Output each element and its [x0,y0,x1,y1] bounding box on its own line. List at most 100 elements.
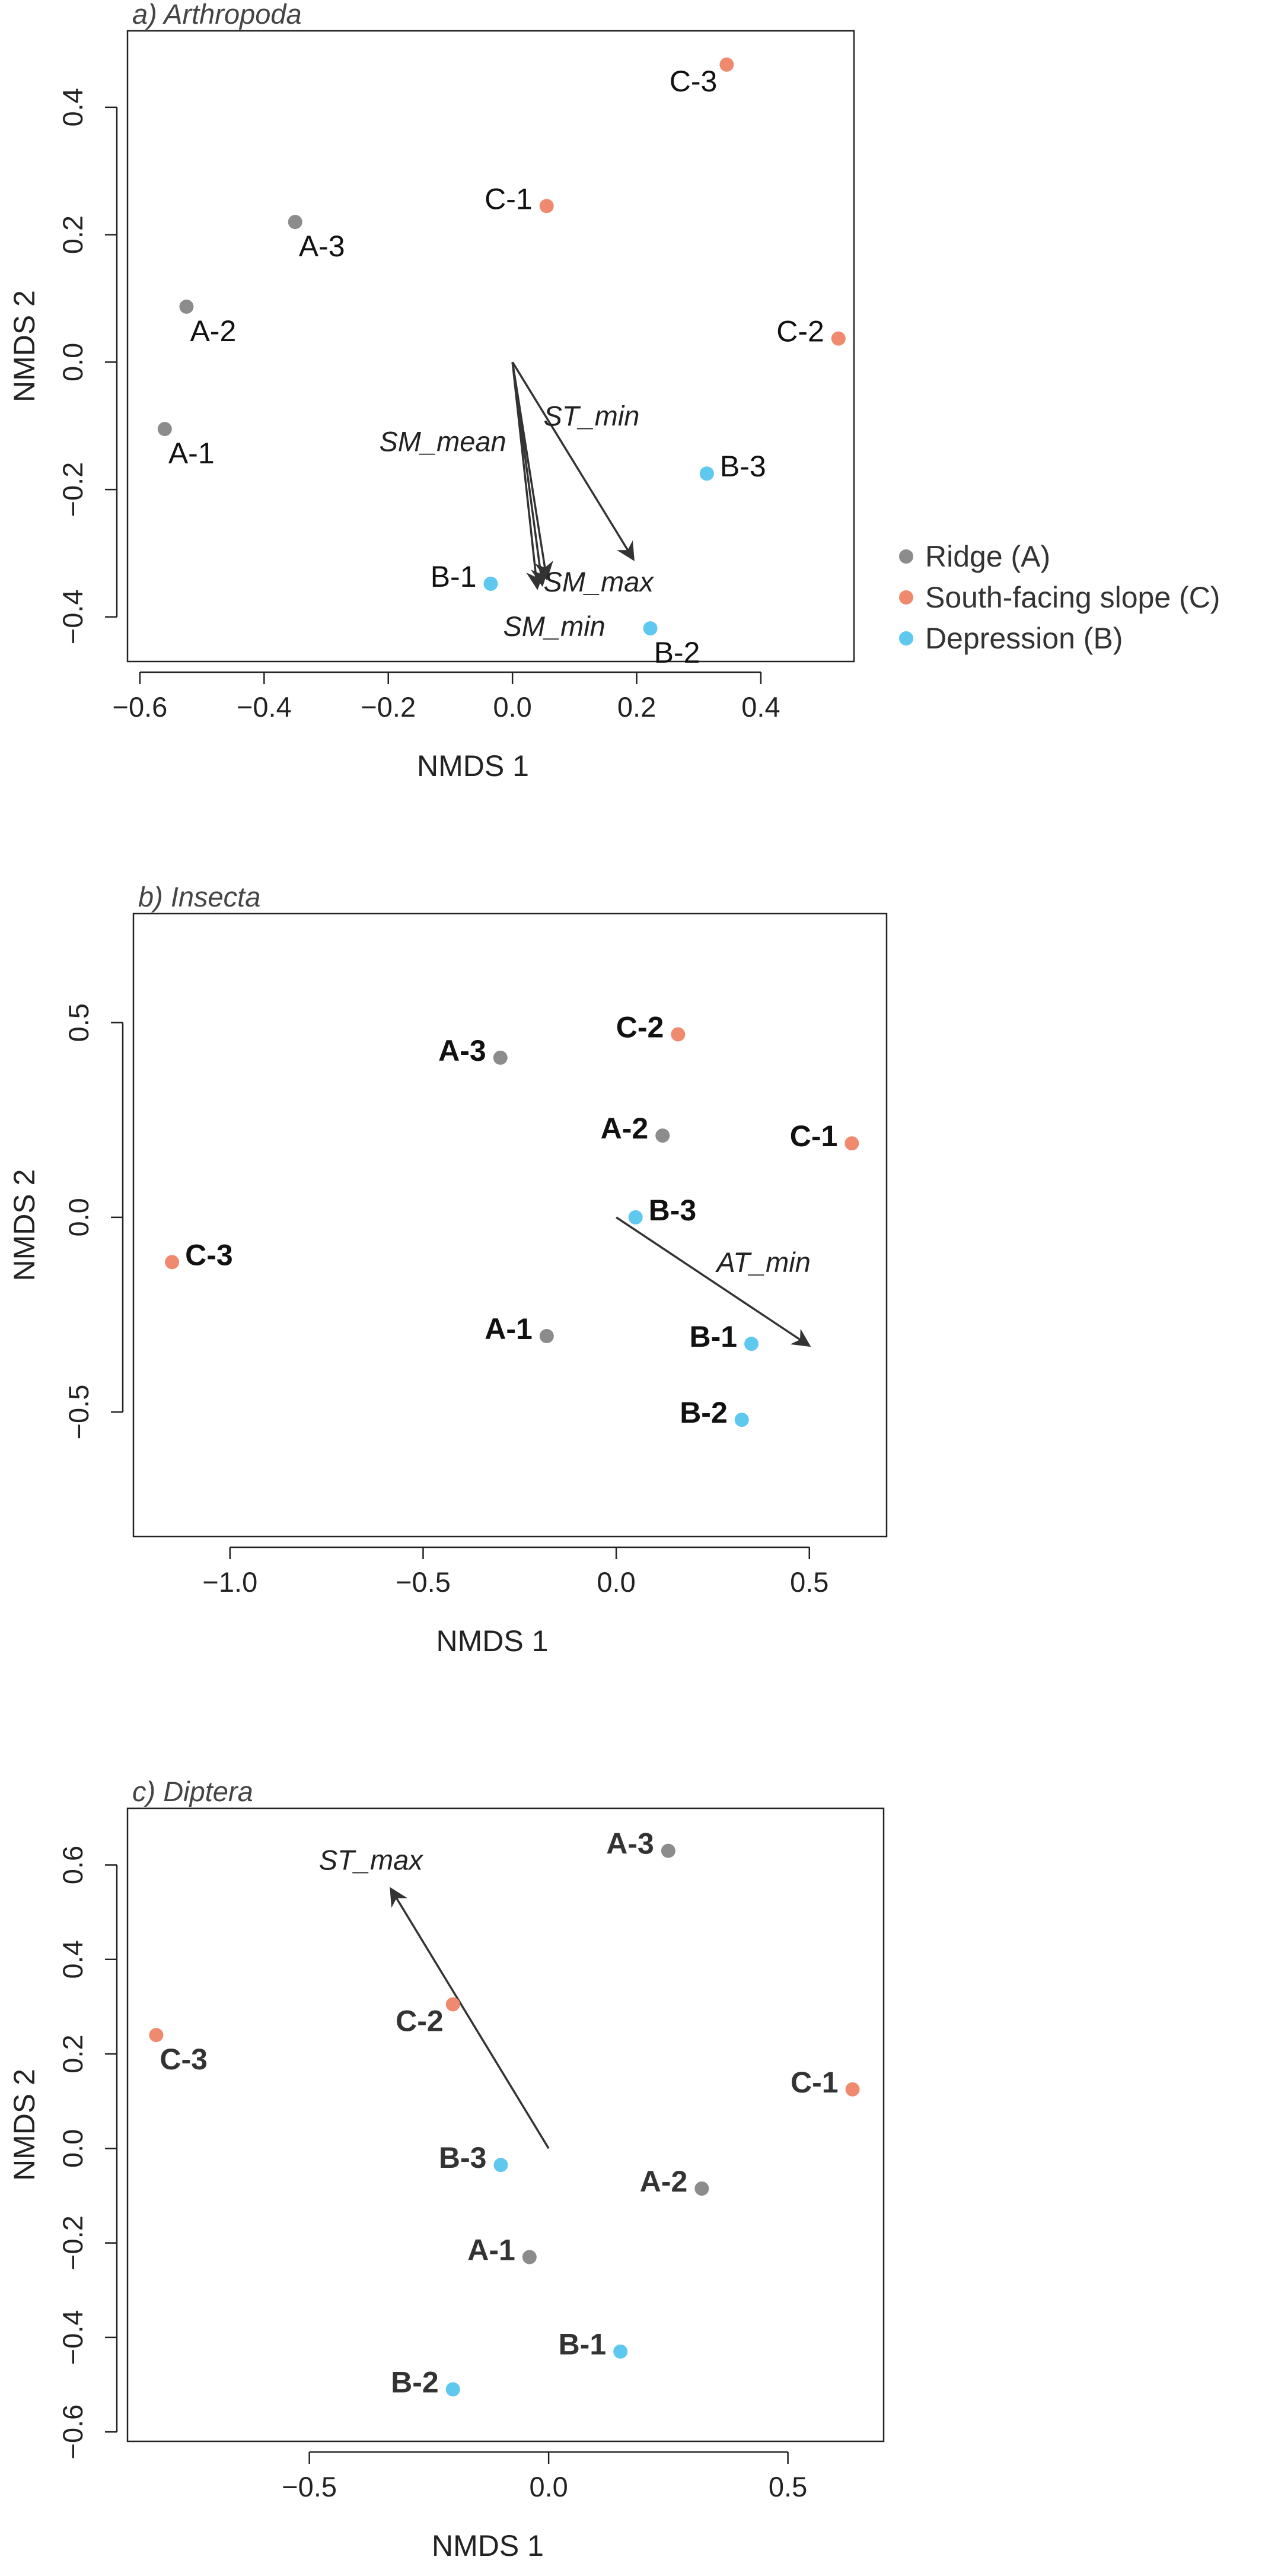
x-tick-label: 0.0 [493,691,531,723]
site-label: C-2 [396,2004,444,2037]
legend-label: Depression (B) [925,622,1123,655]
site-point [734,1413,749,1427]
plot-frame [126,1807,885,2443]
vector-label: ST_max [319,1844,423,1876]
vector-arrow [390,1887,550,2149]
site-label: C-1 [791,2066,839,2099]
y-tick-label: 0.0 [63,1198,94,1236]
x-tick-label: 0.2 [617,691,656,723]
site-point [149,2028,164,2043]
site-point [844,1136,859,1151]
vector-arrow [616,1216,811,1347]
site-label: C-2 [616,1010,664,1044]
site-label: B-3 [649,1194,697,1227]
y-tick-label: 0.4 [57,88,88,126]
site-point [539,1329,554,1344]
site-point [445,2382,460,2397]
site-point [831,331,846,346]
site-point [539,199,554,214]
site-label: C-1 [790,1120,838,1153]
site-point [845,2082,860,2097]
site-label: A-3 [606,1827,654,1861]
x-axis-label: NMDS 1 [417,749,529,783]
legend-label: Ridge (A) [925,540,1050,573]
site-point [522,2250,537,2265]
site-point [493,1050,508,1065]
site-point [179,299,194,314]
site-label: A-1 [485,1312,533,1346]
vector-arrow [511,361,635,561]
y-axis-label: NMDS 2 [8,2069,41,2181]
y-tick-label: −0.4 [57,589,88,644]
site-point [671,1027,686,1042]
x-tick-label: 0.0 [597,1566,635,1598]
site-label: C-3 [185,1238,233,1271]
y-tick-label: −0.6 [57,2405,88,2460]
y-tick-label: 0.0 [57,343,88,381]
panel-title: b) Insecta [138,881,260,912]
x-tick-label: −0.4 [237,691,292,723]
site-label: B-1 [431,560,477,593]
site-point [643,621,658,636]
site-label: B-2 [654,636,700,669]
x-tick-label: 0.0 [529,2471,568,2502]
x-axis-label: NMDS 1 [432,2529,544,2562]
site-point [628,1210,643,1225]
x-tick-label: −0.2 [361,691,416,723]
y-tick-label: −0.5 [63,1385,94,1440]
vector-label: SM_min [503,610,605,642]
y-tick-label: −0.2 [57,2215,88,2270]
site-point [613,2344,628,2359]
site-label: B-2 [391,2365,439,2399]
y-tick-label: 0.6 [57,1846,88,1884]
site-point [165,1255,180,1270]
vector-label: AT_min [715,1246,810,1278]
panel-2: b) Insecta −1.0 −0.5 0.0 0.5 NMDS 1 −0.5 0.0 0.5… [8,881,888,1658]
vector-label: SM_mean [379,426,506,457]
site-label: B-3 [720,450,766,483]
y-tick-label: 0.2 [57,2034,88,2073]
legend-label: South-facing slope (C) [925,581,1220,614]
y-axis-label: NMDS 2 [8,290,41,402]
legend-swatch [899,549,913,564]
site-label: A-1 [168,437,215,470]
site-label: B-1 [559,2328,607,2361]
site-point [157,422,172,437]
site-label: A-3 [438,1034,486,1067]
site-label: B-3 [439,2141,487,2174]
site-label: A-3 [299,230,345,263]
site-point [744,1337,759,1351]
legend-swatch [899,590,913,605]
plot-frame [132,912,888,1538]
legend: Ridge (A) South-facing slope (C) Depressio… [899,540,1220,655]
panel-title: a) Arthropoda [132,0,302,30]
site-label: A-1 [467,2233,515,2266]
y-tick-label: 0.4 [57,1940,88,1979]
site-point [699,466,714,481]
vector-label: ST_min [543,400,639,432]
legend-swatch [899,631,913,645]
vector-arrow [511,362,550,587]
site-point [288,215,302,230]
site-label: C-3 [670,65,718,98]
y-tick-label: 0.2 [57,215,88,254]
panel-3: c) Diptera −0.5 0.0 0.5 NMDS 1 −0.6 −0.4 −0.2 0.… [8,1776,885,2562]
y-tick-label: 0.0 [57,2129,88,2168]
x-tick-label: −0.5 [396,1566,451,1598]
site-point [661,1843,675,1858]
site-label: B-1 [689,1320,737,1353]
x-tick-label: −1.0 [202,1566,257,1598]
y-tick-label: 0.5 [63,1003,94,1042]
x-tick-label: 0.4 [741,691,780,723]
site-point [694,2181,709,2196]
site-point [493,2158,508,2173]
panel-1: a) Arthropoda −0.6 −0.4 −0.2 0.0 0.2 0.4 NMDS 1… [8,0,1220,783]
site-label: C-3 [160,2043,208,2076]
x-axis-label: NMDS 1 [436,1624,549,1658]
x-tick-label: 0.5 [790,1566,828,1598]
site-point [719,57,734,72]
site-label: C-1 [485,182,533,215]
vector-label: SM_max [543,566,654,597]
x-tick-label: −0.6 [113,691,168,723]
